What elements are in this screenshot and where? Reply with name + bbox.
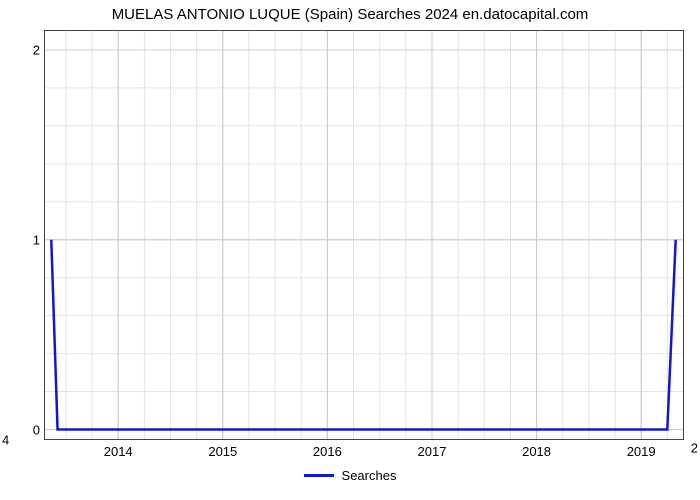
x-tick-label: 2019 bbox=[627, 444, 656, 459]
outer-right-number: 2 bbox=[691, 441, 698, 456]
x-tick-label: 2016 bbox=[313, 444, 342, 459]
chart-svg bbox=[45, 31, 683, 439]
x-tick-label: 2017 bbox=[418, 444, 447, 459]
plot-area bbox=[44, 30, 684, 440]
y-tick-label: 1 bbox=[10, 232, 40, 247]
legend: Searches bbox=[0, 468, 700, 483]
y-tick-label: 0 bbox=[10, 422, 40, 437]
x-tick-label: 2018 bbox=[522, 444, 551, 459]
x-tick-label: 2015 bbox=[208, 444, 237, 459]
chart-title: MUELAS ANTONIO LUQUE (Spain) Searches 20… bbox=[0, 6, 700, 23]
data-line bbox=[51, 240, 675, 430]
outer-left-number: 4 bbox=[2, 433, 9, 448]
legend-label: Searches bbox=[342, 468, 397, 483]
x-tick-label: 2014 bbox=[104, 444, 133, 459]
y-tick-label: 2 bbox=[10, 42, 40, 57]
chart-container: MUELAS ANTONIO LUQUE (Spain) Searches 20… bbox=[0, 0, 700, 500]
legend-swatch bbox=[304, 474, 334, 477]
